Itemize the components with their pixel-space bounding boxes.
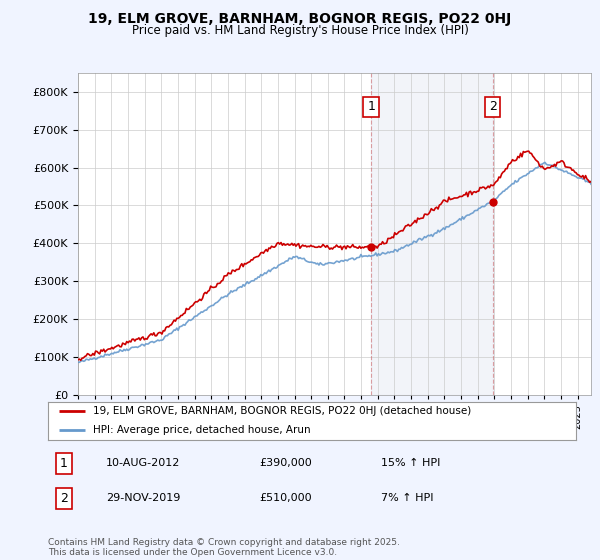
Text: 19, ELM GROVE, BARNHAM, BOGNOR REGIS, PO22 0HJ (detached house): 19, ELM GROVE, BARNHAM, BOGNOR REGIS, PO… xyxy=(93,406,471,416)
Text: £510,000: £510,000 xyxy=(259,493,312,503)
Text: 15% ↑ HPI: 15% ↑ HPI xyxy=(380,459,440,468)
Text: £390,000: £390,000 xyxy=(259,459,312,468)
Bar xyxy=(371,73,493,395)
Text: 1: 1 xyxy=(60,457,68,470)
Text: 29-NOV-2019: 29-NOV-2019 xyxy=(106,493,181,503)
Text: 2: 2 xyxy=(60,492,68,505)
Text: Contains HM Land Registry data © Crown copyright and database right 2025.
This d: Contains HM Land Registry data © Crown c… xyxy=(48,538,400,557)
Text: Price paid vs. HM Land Registry's House Price Index (HPI): Price paid vs. HM Land Registry's House … xyxy=(131,24,469,37)
Text: HPI: Average price, detached house, Arun: HPI: Average price, detached house, Arun xyxy=(93,425,311,435)
Text: 7% ↑ HPI: 7% ↑ HPI xyxy=(380,493,433,503)
Text: 10-AUG-2012: 10-AUG-2012 xyxy=(106,459,181,468)
Text: 2: 2 xyxy=(489,100,497,113)
Text: 19, ELM GROVE, BARNHAM, BOGNOR REGIS, PO22 0HJ: 19, ELM GROVE, BARNHAM, BOGNOR REGIS, PO… xyxy=(88,12,512,26)
Text: 1: 1 xyxy=(367,100,375,113)
